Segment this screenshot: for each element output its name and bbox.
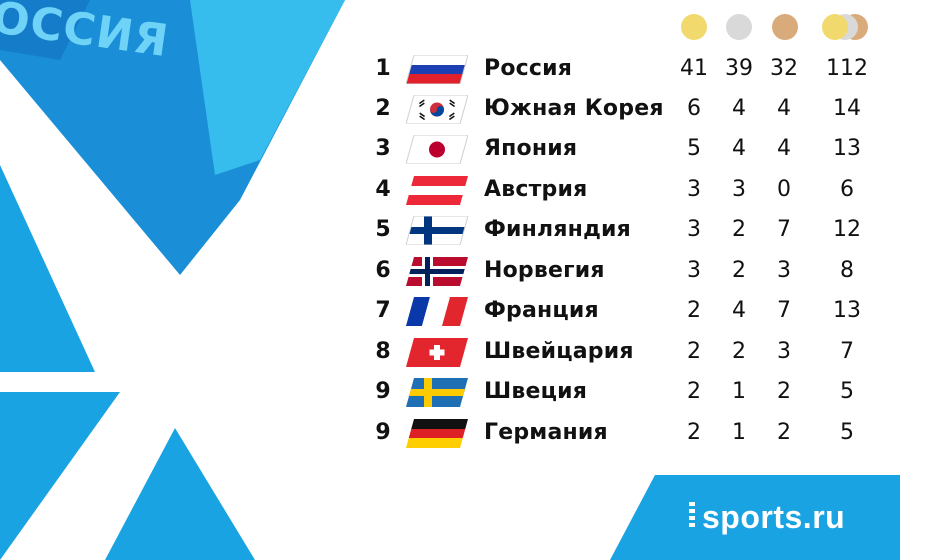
- bronze-count: 2: [777, 379, 791, 404]
- rank: 9: [375, 379, 391, 404]
- logo-mark-icon: [689, 502, 695, 527]
- silver-count: 1: [732, 420, 746, 445]
- table-row: 8 Швейцария 2 2 3 7: [0, 332, 930, 372]
- bronze-count: 4: [777, 136, 791, 161]
- country-name: Финляндия: [484, 217, 631, 242]
- gold-count: 41: [680, 56, 708, 81]
- total-count: 13: [833, 136, 861, 161]
- rank: 3: [375, 136, 391, 161]
- total-count: 6: [840, 177, 854, 202]
- gold-count: 2: [687, 298, 701, 323]
- bronze-count: 7: [777, 298, 791, 323]
- rank: 8: [375, 339, 391, 364]
- gold-count: 6: [687, 96, 701, 121]
- silver-count: 39: [725, 56, 753, 81]
- table-row: 1 Россия 41 39 32 112: [0, 49, 930, 89]
- south-korea-flag-icon: [406, 95, 468, 124]
- silver-count: 4: [732, 136, 746, 161]
- gold-count: 2: [687, 379, 701, 404]
- country-name: Россия: [484, 56, 573, 81]
- table-row: 3 Япония 5 4 4 13: [0, 129, 930, 169]
- rank: 6: [375, 258, 391, 283]
- total-count: 5: [840, 420, 854, 445]
- total-count: 13: [833, 298, 861, 323]
- country-name: Швейцария: [484, 339, 634, 364]
- table-row: 5 Финляндия 3 2 7 12: [0, 210, 930, 250]
- triangle-left-top: [0, 165, 95, 372]
- france-flag-icon: [406, 297, 468, 326]
- bronze-count: 4: [777, 96, 791, 121]
- total-count: 12: [833, 217, 861, 242]
- gold-count: 3: [687, 258, 701, 283]
- table-row: 2 Южная Корея 6 4 4 14: [0, 89, 930, 129]
- jersey-shadow: [0, 0, 90, 60]
- silver-medal-icon: [726, 14, 752, 40]
- rank: 5: [375, 217, 391, 242]
- switzerland-flag-icon: [406, 338, 468, 367]
- gold-count: 2: [687, 339, 701, 364]
- country-name: Франция: [484, 298, 599, 323]
- silver-count: 4: [732, 298, 746, 323]
- silver-count: 2: [732, 258, 746, 283]
- country-name: Швеция: [484, 379, 588, 404]
- bronze-count: 2: [777, 420, 791, 445]
- country-name: Япония: [484, 136, 578, 161]
- norway-flag-icon: [406, 257, 468, 286]
- gold-count: 5: [687, 136, 701, 161]
- finland-flag-icon: [406, 216, 468, 245]
- total-count: 5: [840, 379, 854, 404]
- silver-count: 3: [732, 177, 746, 202]
- table-row: 9 Германия 2 1 2 5: [0, 413, 930, 453]
- country-name: Германия: [484, 420, 608, 445]
- gold-count: 2: [687, 420, 701, 445]
- silver-count: 4: [732, 96, 746, 121]
- total-count: 8: [840, 258, 854, 283]
- bronze-medal-icon: [772, 14, 798, 40]
- country-name: Южная Корея: [484, 96, 664, 121]
- table-row: 9 Швеция 2 1 2 5: [0, 372, 930, 412]
- triangle-left-bottom: [0, 392, 120, 560]
- silver-count: 1: [732, 379, 746, 404]
- table-row: 4 Австрия 3 3 0 6: [0, 170, 930, 210]
- rank: 7: [375, 298, 391, 323]
- country-name: Норвегия: [484, 258, 605, 283]
- triangle-bottom-center: [105, 428, 255, 560]
- country-name: Австрия: [484, 177, 588, 202]
- total-count: 7: [840, 339, 854, 364]
- japan-flag-icon: [406, 135, 468, 164]
- sports-ru-logo: sports.ru: [702, 497, 845, 537]
- table-row: 7 Франция 2 4 7 13: [0, 291, 930, 331]
- gold-count: 3: [687, 177, 701, 202]
- bronze-count: 3: [777, 258, 791, 283]
- bronze-count: 0: [777, 177, 791, 202]
- germany-flag-icon: [406, 419, 468, 448]
- logo-text: sports.ru: [702, 499, 846, 535]
- rank: 9: [375, 420, 391, 445]
- bronze-count: 3: [777, 339, 791, 364]
- jersey-highlight: [190, 0, 345, 175]
- total-medals-icon: [822, 14, 872, 40]
- rank: 4: [375, 177, 391, 202]
- gold-medal-icon: [681, 14, 707, 40]
- bronze-count: 32: [770, 56, 798, 81]
- bronze-count: 7: [777, 217, 791, 242]
- logo-banner: [610, 475, 900, 560]
- rank: 1: [375, 56, 391, 81]
- russia-flag-icon: [406, 55, 468, 84]
- rank: 2: [375, 96, 391, 121]
- table-row: 6 Норвегия 3 2 3 8: [0, 251, 930, 291]
- austria-flag-icon: [406, 176, 468, 205]
- gold-count: 3: [687, 217, 701, 242]
- total-count: 14: [833, 96, 861, 121]
- silver-count: 2: [732, 217, 746, 242]
- total-count: 112: [826, 56, 868, 81]
- silver-count: 2: [732, 339, 746, 364]
- sweden-flag-icon: [406, 378, 468, 407]
